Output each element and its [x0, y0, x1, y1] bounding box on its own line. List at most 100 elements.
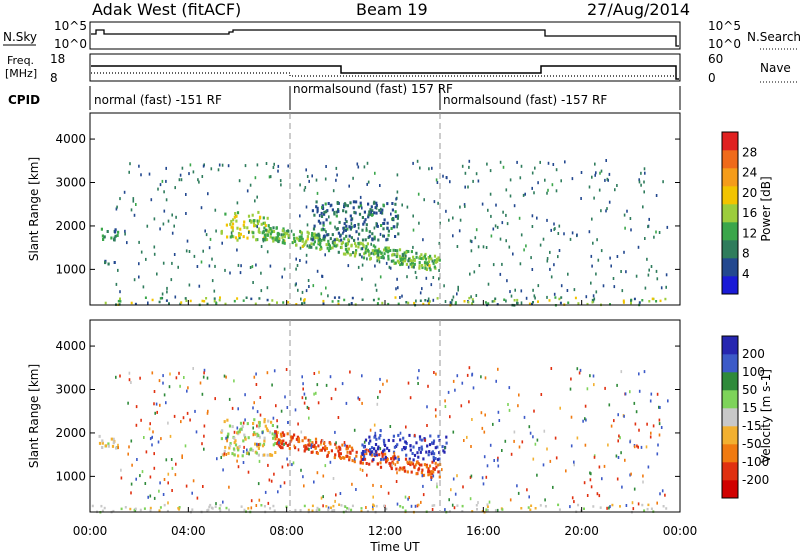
scatter-cell	[308, 416, 310, 420]
scatter-cell	[179, 384, 181, 388]
scatter-cell	[477, 179, 480, 183]
echo-cell	[233, 215, 236, 219]
scatter-cell	[266, 250, 269, 254]
echo-cell	[409, 444, 412, 448]
scatter-cell	[520, 233, 523, 237]
ground-cell	[260, 504, 263, 507]
scatter-cell	[499, 160, 502, 164]
echo-cell	[382, 449, 385, 453]
echo-cell	[428, 264, 431, 268]
echo-cell	[412, 265, 415, 269]
scatter-cell	[123, 190, 126, 194]
scatter-cell	[169, 372, 171, 376]
echo-cell	[429, 472, 432, 476]
echo-cell	[303, 444, 306, 448]
echo-cell	[327, 451, 330, 454]
scatter-cell	[593, 383, 595, 387]
echo-cell	[410, 461, 413, 465]
echo-cell	[230, 219, 233, 223]
ground-cell	[494, 509, 497, 512]
ground-cell	[303, 301, 306, 304]
scatter-cell	[520, 301, 523, 305]
scatter-cell	[635, 274, 638, 278]
echo-cell	[445, 435, 448, 439]
echo-cell	[246, 236, 249, 240]
scatter-cell	[167, 219, 170, 223]
ground-cell	[537, 300, 539, 303]
ground-cell	[247, 507, 250, 510]
scatter-cell	[165, 179, 167, 183]
echo-cell	[375, 201, 378, 205]
echo-cell	[338, 445, 341, 449]
scatter-cell	[135, 203, 137, 206]
echo-cell	[308, 244, 311, 248]
ground-cell	[333, 296, 336, 299]
scatter-cell	[162, 493, 165, 496]
scatter-cell	[444, 405, 447, 408]
echo-cell	[431, 259, 434, 263]
echo-cell	[430, 452, 433, 456]
ground-cell	[91, 504, 94, 508]
echo-cell	[358, 253, 361, 257]
scatter-cell	[375, 206, 378, 210]
colorbar-step	[722, 258, 738, 277]
scatter-cell	[656, 392, 659, 396]
scatter-cell	[145, 450, 148, 454]
echo-cell	[383, 448, 386, 452]
ground-cell	[643, 509, 646, 512]
scatter-cell	[329, 375, 332, 379]
echo-cell	[362, 222, 365, 226]
scatter-cell	[236, 248, 238, 252]
echo-cell	[387, 249, 390, 253]
ground-cell	[516, 298, 519, 302]
echo-cell	[331, 241, 334, 244]
scatter-cell	[204, 229, 206, 233]
echo-cell	[418, 463, 422, 467]
scatter-cell	[516, 160, 518, 164]
ground-cell	[426, 299, 429, 303]
scatter-cell	[566, 289, 569, 292]
scatter-cell	[162, 374, 164, 378]
scatter-cell	[277, 490, 279, 494]
echo-cell	[383, 248, 386, 252]
echo-cell	[415, 251, 418, 255]
scatter-cell	[153, 252, 156, 256]
echo-cell	[325, 243, 328, 247]
scatter-cell	[151, 435, 153, 439]
scatter-cell	[306, 405, 309, 409]
echo-cell	[265, 228, 268, 232]
scatter-cell	[151, 371, 154, 375]
scatter-cell	[297, 448, 300, 452]
echo-cell	[362, 457, 365, 461]
scatter-cell	[497, 367, 499, 371]
ground-cell	[424, 299, 427, 302]
echo-cell	[417, 455, 420, 459]
scatter-cell	[629, 217, 632, 220]
ground-cell	[471, 510, 474, 513]
scatter-cell	[520, 164, 523, 168]
scatter-cell	[242, 461, 245, 464]
scatter-cell	[295, 257, 297, 261]
echo-cell	[394, 261, 397, 265]
scatter-cell	[249, 266, 252, 269]
echo-cell	[368, 210, 371, 214]
ground-cell	[641, 299, 644, 302]
scatter-cell	[408, 496, 410, 499]
scatter-cell	[305, 253, 308, 257]
scatter-cell	[454, 388, 456, 392]
echo-cell	[392, 225, 395, 229]
echo-cell	[401, 448, 404, 452]
echo-cell	[342, 252, 346, 256]
scatter-cell	[117, 268, 119, 272]
scatter-cell	[237, 465, 240, 469]
scatter-cell	[452, 430, 455, 434]
scatter-cell	[242, 450, 245, 454]
scatter-cell	[637, 445, 639, 449]
velocity-colorbar-tick: -15	[742, 419, 762, 433]
scatter-cell	[342, 231, 344, 235]
echo-cell	[411, 262, 414, 266]
scatter-cell	[361, 263, 364, 267]
scatter-cell	[495, 203, 497, 207]
scatter-cell	[280, 409, 283, 413]
scatter-cell	[585, 295, 588, 299]
